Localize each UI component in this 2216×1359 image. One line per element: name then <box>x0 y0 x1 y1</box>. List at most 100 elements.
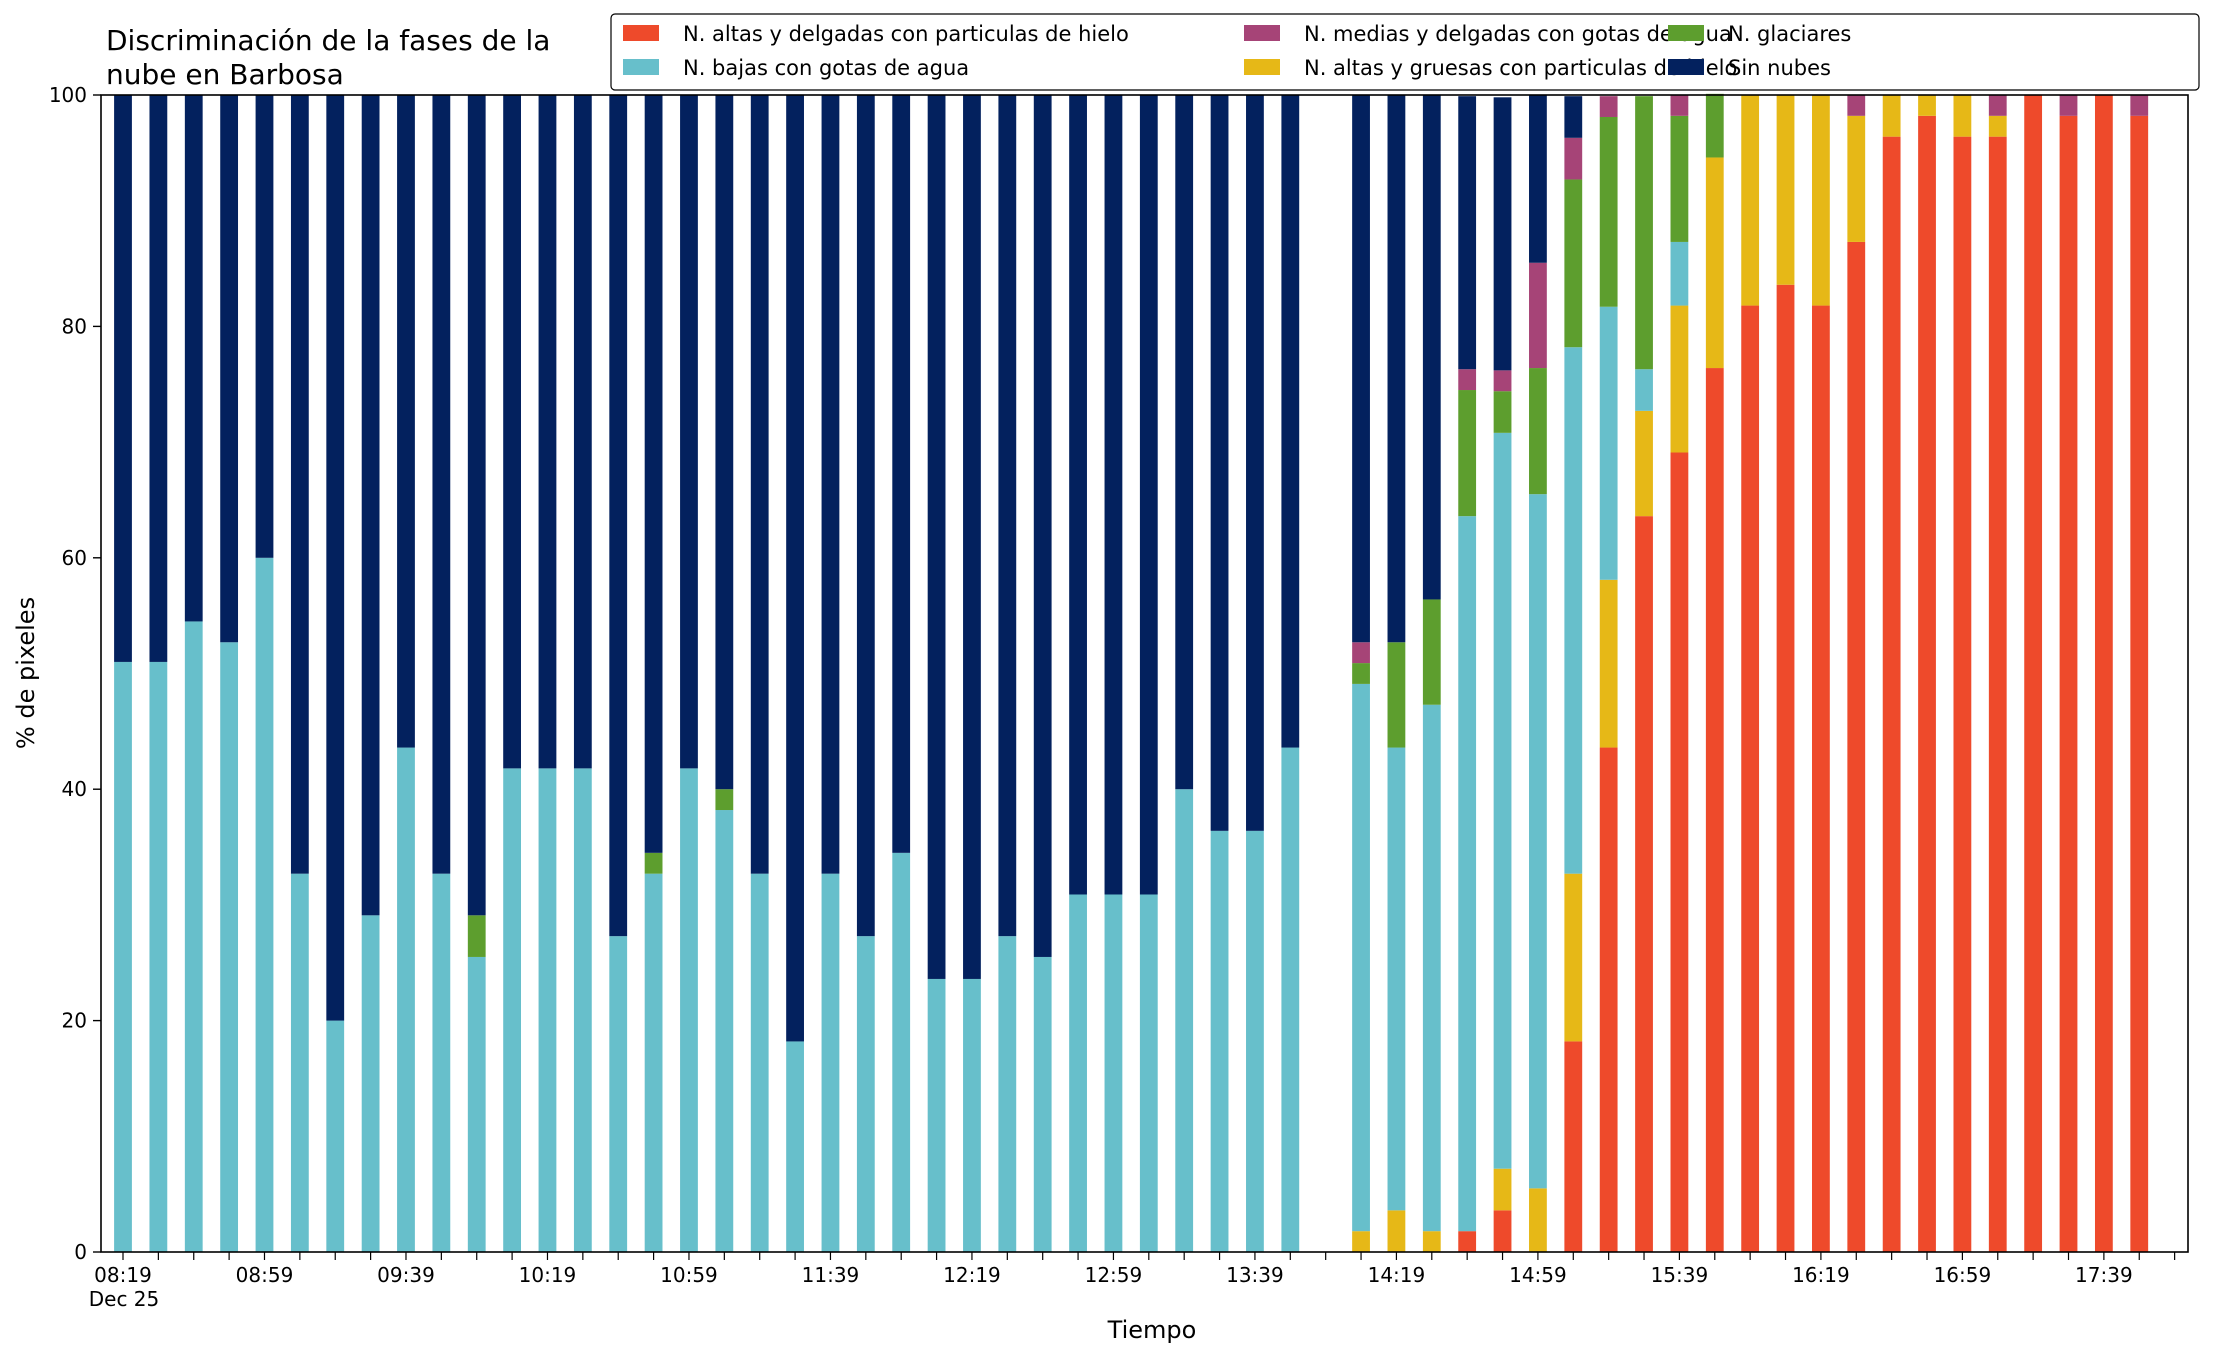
bar-segment-1339-s2 <box>1246 830 1264 1252</box>
bar-segment-1229-s2 <box>998 936 1017 1252</box>
bar-segment-1409-s3 <box>1352 663 1370 684</box>
bar-segment-1219-s2 <box>963 978 981 1252</box>
bar-segment-1659-s0 <box>1953 136 1972 1252</box>
bar-segment-1439-s4 <box>1458 369 1477 391</box>
bar-segment-1419-s1 <box>1387 1210 1406 1252</box>
legend-swatch <box>623 59 659 75</box>
chart-title-line-2: nube en Barbosa <box>106 58 344 91</box>
bar-segment-1039-s5 <box>609 95 628 937</box>
bar-segment-1439-s0 <box>1458 1231 1477 1252</box>
y-tick-label: 20 <box>62 1009 87 1033</box>
bar-segment-1739-s0 <box>2094 95 2113 1252</box>
legend: N. altas y delgadas con particulas de hi… <box>610 13 2200 91</box>
bar-segment-1429-s1 <box>1422 1231 1441 1252</box>
bar-segment-1529-s2 <box>1635 369 1653 411</box>
bar-segment-1539-s3 <box>1670 115 1689 242</box>
x-tick-label: 10:19 <box>519 1263 577 1287</box>
x-tick-label: 14:59 <box>1509 1263 1567 1287</box>
legend-label: N. glaciares <box>1728 22 1851 46</box>
bar-segment-1519-s0 <box>1599 747 1618 1252</box>
bar-segment-1619-s1 <box>1812 95 1830 306</box>
bar-segment-1449-s1 <box>1493 1168 1512 1211</box>
x-tick-label: 13:39 <box>1226 1263 1284 1287</box>
bar-segment-1449-s5 <box>1493 97 1512 371</box>
x-tick-label: 15:39 <box>1651 1263 1709 1287</box>
bar-segment-0839-s2 <box>184 621 203 1252</box>
bar-segment-0919-s2 <box>326 1020 345 1252</box>
bar-segment-1129-s2 <box>786 1041 804 1252</box>
bar-segment-1239-s2 <box>1033 956 1052 1252</box>
bar-segment-0959-s5 <box>467 95 486 916</box>
bar-segment-1629-s1 <box>1847 115 1866 242</box>
bar-segment-1539-s1 <box>1670 305 1689 453</box>
x-axis: 08:19 08:59 09:39 10:19 10:59 11:39 12:19 12:59… <box>94 1252 2176 1287</box>
bar-segment-1209-s5 <box>927 95 946 979</box>
bar-segment-1559-s1 <box>1741 95 1760 306</box>
bar-segment-1349-s2 <box>1281 747 1300 1252</box>
bar-segment-1719-s0 <box>2024 95 2043 1252</box>
bar-segment-1509-s0 <box>1564 1041 1583 1252</box>
bar-segment-1529-s3 <box>1635 96 1653 370</box>
bar-segment-1639-s1 <box>1882 95 1901 137</box>
legend-label: N. altas y gruesas con particulas de hie… <box>1304 56 1737 80</box>
bar-segment-1559-s0 <box>1741 305 1760 1252</box>
legend-label: Sin nubes <box>1728 56 1831 80</box>
bar-segment-0939-s2 <box>397 747 415 1252</box>
legend-swatch <box>1668 25 1704 41</box>
bar-segment-1409-s2 <box>1352 683 1370 1232</box>
legend-swatch <box>1244 59 1280 75</box>
bar-segment-1709-s0 <box>1988 136 2007 1252</box>
bar-segment-1139-s2 <box>821 873 840 1252</box>
bar-segment-1309-s2 <box>1139 894 1158 1252</box>
bar-segment-1309-s5 <box>1139 95 1158 895</box>
bar-segment-1009-s2 <box>503 768 521 1252</box>
bar-segment-1059-s2 <box>680 768 698 1252</box>
bar-segment-1329-s5 <box>1210 95 1229 831</box>
legend-frame <box>610 13 2200 91</box>
legend-swatch <box>1244 25 1280 41</box>
bar-segment-1049-s2 <box>644 873 663 1252</box>
legend-label: N. medias y delgadas con gotas de agua <box>1304 22 1732 46</box>
y-tick-label: 60 <box>62 546 87 570</box>
bar-segment-1119-s5 <box>750 95 769 874</box>
bar-segment-1539-s4 <box>1670 95 1689 116</box>
bar-segment-1449-s2 <box>1493 432 1512 1169</box>
bar-segment-1349-s5 <box>1281 95 1300 748</box>
bar-segment-1459-s5 <box>1529 95 1547 263</box>
x-tick-label: 12:59 <box>1085 1263 1143 1287</box>
bar-segment-1639-s0 <box>1882 136 1901 1252</box>
bar-segment-1519-s1 <box>1599 579 1618 748</box>
bar-segment-1509-s1 <box>1564 873 1583 1042</box>
bar-segment-1149-s2 <box>856 936 875 1252</box>
bar-segment-1529-s1 <box>1635 410 1653 517</box>
bar-segment-1229-s5 <box>998 95 1017 937</box>
chart-title: Discriminación de la fases de la nube en… <box>106 24 550 91</box>
legend-label: N. altas y delgadas con particulas de hi… <box>683 22 1129 46</box>
bar-segment-0849-s2 <box>220 642 239 1252</box>
bar-segment-0909-s5 <box>290 95 309 874</box>
bar-segment-1109-s2 <box>715 810 734 1252</box>
bar-segment-1409-s1 <box>1352 1231 1370 1252</box>
bars-layer <box>114 93 2149 1253</box>
bar-segment-0909-s2 <box>290 873 309 1252</box>
bar-segment-1449-s3 <box>1493 391 1512 433</box>
bar-segment-1749-s0 <box>2130 115 2149 1253</box>
bar-segment-1249-s5 <box>1069 95 1087 895</box>
bar-segment-0939-s5 <box>397 95 415 748</box>
bar-segment-1649-s1 <box>1918 95 1936 116</box>
bar-segment-1009-s5 <box>503 95 521 769</box>
bar-segment-0819-s5 <box>114 95 132 662</box>
bar-segment-1549-s3 <box>1705 93 1724 158</box>
y-axis-label: % de pixeles <box>12 597 40 749</box>
bar-segment-1039-s2 <box>609 936 628 1252</box>
bar-segment-1139-s5 <box>821 95 840 874</box>
bar-segment-1409-s5 <box>1352 95 1370 643</box>
bar-segment-1429-s5 <box>1422 95 1441 600</box>
bar-segment-1619-s0 <box>1812 305 1830 1252</box>
x-axis-start-date: Dec 25 <box>89 1287 160 1311</box>
bar-segment-0949-s5 <box>432 95 451 874</box>
bar-segment-1029-s5 <box>573 95 592 769</box>
bar-segment-1249-s2 <box>1069 894 1087 1252</box>
